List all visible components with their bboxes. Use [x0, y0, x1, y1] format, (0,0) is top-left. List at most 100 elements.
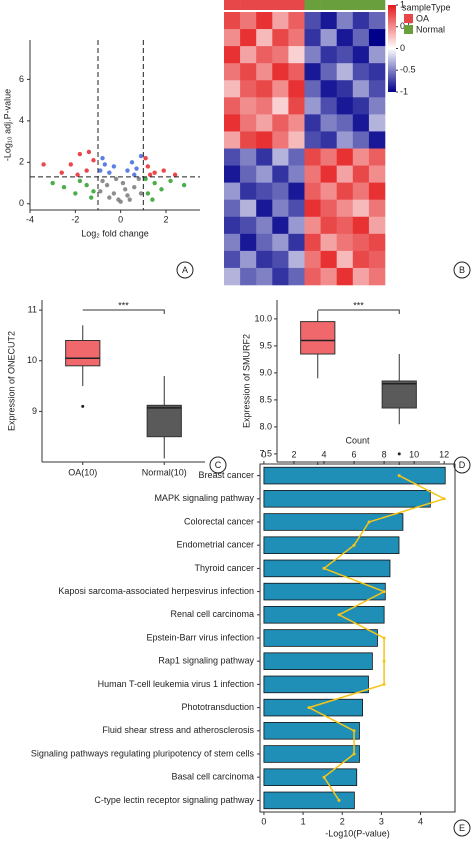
point [84, 168, 89, 173]
cell [352, 216, 370, 235]
y-tick-label: 10.0 [254, 313, 272, 323]
group-bar [352, 0, 370, 10]
panel-label-circle [453, 261, 471, 279]
cell [240, 46, 257, 64]
cell [256, 97, 273, 115]
y-tick-label: Rap1 signaling pathway [158, 656, 254, 666]
bar [263, 466, 446, 485]
cell [272, 148, 289, 166]
significance-bracket [82, 309, 165, 314]
point [145, 164, 151, 169]
cell [240, 250, 257, 269]
cell [272, 165, 289, 183]
y-tick-label: 11 [28, 305, 37, 315]
point [50, 180, 55, 186]
legend-title: sampleType [402, 2, 451, 12]
cell [320, 29, 337, 47]
count-point [352, 729, 356, 733]
point [168, 178, 173, 184]
bar [263, 675, 369, 694]
cell [256, 29, 273, 47]
cell [320, 12, 337, 30]
cell [256, 131, 273, 149]
cell [304, 12, 321, 30]
cell [304, 63, 321, 81]
group-bar [272, 0, 289, 10]
cell [352, 29, 370, 47]
cell [352, 165, 370, 183]
cell [288, 97, 305, 115]
cell [288, 114, 305, 132]
y-tick-label: 9 [32, 406, 37, 416]
cell [304, 80, 321, 98]
count-point [337, 613, 341, 617]
cell [368, 29, 386, 47]
point [73, 191, 78, 196]
cell [272, 114, 289, 132]
panel-label: C [215, 460, 222, 470]
bar [263, 490, 431, 508]
colorbar-label: -1 [400, 86, 408, 96]
cell [256, 267, 273, 286]
cell [256, 216, 273, 235]
bar [263, 768, 358, 786]
cell [272, 267, 289, 286]
legend-label: OA [416, 13, 429, 23]
point [125, 168, 130, 173]
cell [272, 63, 289, 81]
point [150, 197, 155, 202]
y-axis-title: Expression of SMURF2 [241, 334, 251, 428]
count-point [307, 706, 311, 710]
x-tick-label: 2 [340, 816, 345, 826]
cell [256, 114, 273, 132]
significance: *** [118, 300, 129, 310]
cell [352, 46, 370, 64]
point [143, 176, 148, 182]
group-bar [288, 0, 305, 10]
cell [320, 46, 337, 64]
cell [272, 131, 289, 149]
cell [240, 131, 257, 149]
x-tick-label: 3 [379, 816, 384, 826]
cell [224, 29, 241, 47]
cell [336, 199, 354, 218]
cell [288, 46, 305, 64]
y-tick-label: 7.5 [259, 448, 272, 458]
outlier [81, 404, 85, 408]
cell [288, 63, 305, 81]
cell [320, 199, 337, 218]
cell [240, 233, 257, 252]
cell [288, 80, 305, 98]
point [113, 176, 119, 182]
point [134, 166, 139, 171]
cell [240, 114, 257, 132]
count-point [322, 775, 326, 779]
point [59, 170, 64, 175]
cell [288, 216, 305, 235]
x-tick-label: 4 [418, 816, 423, 826]
point [61, 184, 67, 190]
cell [272, 182, 289, 200]
point [132, 184, 137, 190]
point [129, 160, 135, 165]
x2-tick-label: 8 [382, 449, 387, 459]
cell [304, 182, 321, 200]
cell [240, 29, 257, 47]
colorbar-label: -0.5 [400, 65, 416, 75]
cell [368, 97, 386, 115]
cell [352, 97, 370, 115]
cell [352, 199, 370, 218]
cell [368, 267, 386, 286]
bar [263, 652, 373, 670]
point [138, 153, 144, 159]
cell [272, 97, 289, 115]
x-axis-title: Log₂ fold change [81, 228, 149, 238]
cell [336, 233, 354, 252]
bar [263, 722, 360, 740]
cell [272, 199, 289, 218]
cell [320, 233, 337, 252]
point [75, 172, 80, 177]
cell [368, 182, 386, 200]
y-axis-title: -Log₁₀ adj.P-value [2, 89, 12, 161]
